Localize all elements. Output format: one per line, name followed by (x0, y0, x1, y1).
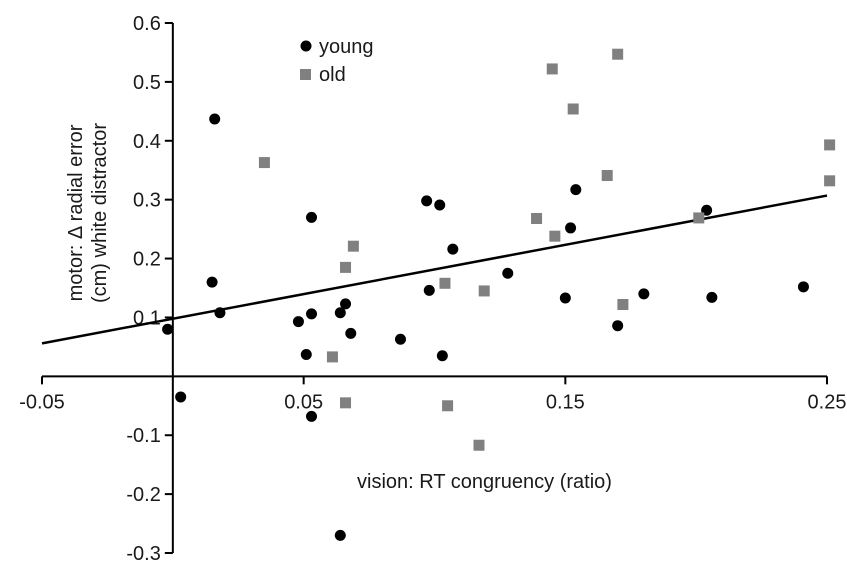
data-point-young (436, 350, 448, 362)
data-point-old (473, 439, 485, 451)
data-point-old (442, 400, 454, 412)
y-axis-title: motor: Δ radial error (cm) white distrac… (65, 123, 111, 303)
legend-label-young: young (319, 36, 374, 58)
x-tick-label: -0.05 (19, 391, 65, 413)
data-point-young (447, 243, 459, 255)
data-point-young (306, 211, 318, 223)
data-point-old (693, 212, 705, 224)
data-points (162, 48, 836, 541)
data-point-young (175, 391, 187, 403)
data-point-young (209, 113, 221, 125)
legend-marker-young (300, 40, 312, 52)
data-point-young (559, 292, 571, 304)
x-tick-label: 0.25 (808, 391, 847, 413)
legend: young old (300, 36, 374, 86)
x-axis-title: vision: RT congruency (ratio) (357, 471, 612, 493)
y-axis-title-line-1: motor: Δ radial error (65, 124, 87, 301)
data-point-young (434, 199, 446, 211)
data-point-young (394, 333, 406, 345)
data-point-young (502, 267, 514, 279)
data-point-old (347, 240, 359, 252)
data-point-young (638, 288, 650, 300)
data-point-young (570, 184, 582, 196)
data-point-young (306, 308, 318, 320)
data-point-young (345, 327, 357, 339)
y-tick-label: 0.4 (133, 131, 161, 153)
data-point-old (340, 397, 352, 409)
data-point-old (546, 63, 558, 75)
data-point-old (612, 48, 624, 60)
data-point-old (439, 277, 451, 289)
data-point-young (565, 222, 577, 234)
legend-marker-old (300, 69, 311, 80)
data-point-old (326, 351, 338, 363)
y-tick-label: -0.3 (126, 543, 160, 563)
data-point-young (340, 298, 352, 310)
data-point-young (797, 281, 809, 293)
data-point-young (612, 320, 624, 332)
data-point-old (258, 157, 270, 169)
y-tick-label: 0.3 (133, 190, 161, 212)
y-tick-label: -0.2 (126, 484, 160, 506)
data-point-young (423, 284, 435, 296)
y-tick-label: -0.1 (126, 425, 160, 447)
axes (42, 23, 827, 553)
data-point-old (531, 213, 543, 225)
data-point-young (706, 291, 718, 303)
data-point-young (206, 276, 218, 288)
data-point-old (549, 230, 561, 242)
y-tick-label: 0.5 (133, 72, 161, 94)
x-tick-label: 0.05 (284, 391, 323, 413)
data-point-young (300, 349, 312, 361)
data-point-old (601, 170, 613, 182)
data-point-old (824, 139, 836, 151)
data-point-young (421, 195, 433, 207)
data-point-old (617, 298, 629, 310)
data-point-young (162, 323, 174, 335)
y-tick-label: 0.2 (133, 249, 161, 271)
data-point-old (567, 103, 579, 115)
data-point-old (824, 175, 836, 187)
y-tick-label: 0.6 (133, 13, 161, 35)
data-point-young (334, 307, 346, 319)
data-point-old (340, 261, 352, 273)
data-point-young (334, 529, 346, 541)
data-point-old (478, 285, 490, 297)
data-point-young (214, 307, 226, 319)
data-point-young (306, 410, 318, 422)
data-point-young (292, 316, 304, 328)
x-tick-label: 0.15 (546, 391, 585, 413)
legend-label-old: old (319, 64, 346, 86)
y-axis-title-line-2: (cm) white distractor (89, 123, 111, 303)
